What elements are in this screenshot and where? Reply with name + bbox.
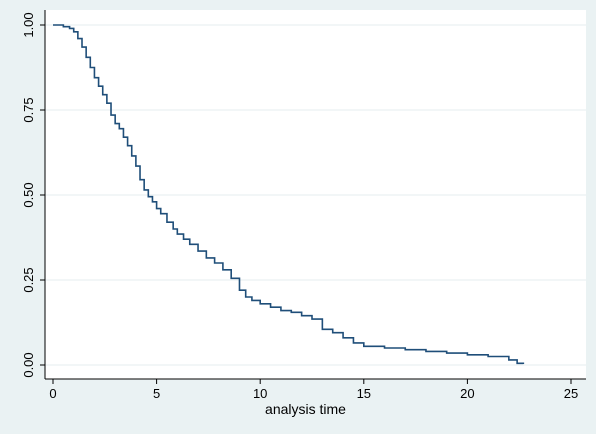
survival-curve [53, 24, 525, 365]
x-tick-label-0: 0 [49, 386, 56, 401]
y-tick-label-4: 1.00 [21, 12, 36, 37]
x-tick-label-3: 15 [357, 386, 371, 401]
x-tick-label-5: 25 [564, 386, 578, 401]
gridlines [45, 24, 586, 366]
x-axis-ticks: 0 5 10 15 20 25 [49, 379, 578, 401]
x-tick-label-2: 10 [253, 386, 267, 401]
x-tick-label-1: 5 [153, 386, 160, 401]
y-tick-label-3: 0.75 [21, 97, 36, 122]
x-axis-label: analysis time [265, 401, 346, 417]
y-axis-ticks: 0.00 0.25 0.50 0.75 1.00 [21, 12, 45, 378]
x-tick-label-4: 20 [460, 386, 474, 401]
y-tick-label-0: 0.00 [21, 352, 36, 377]
y-tick-label-1: 0.25 [21, 267, 36, 292]
y-tick-label-2: 0.50 [21, 182, 36, 207]
